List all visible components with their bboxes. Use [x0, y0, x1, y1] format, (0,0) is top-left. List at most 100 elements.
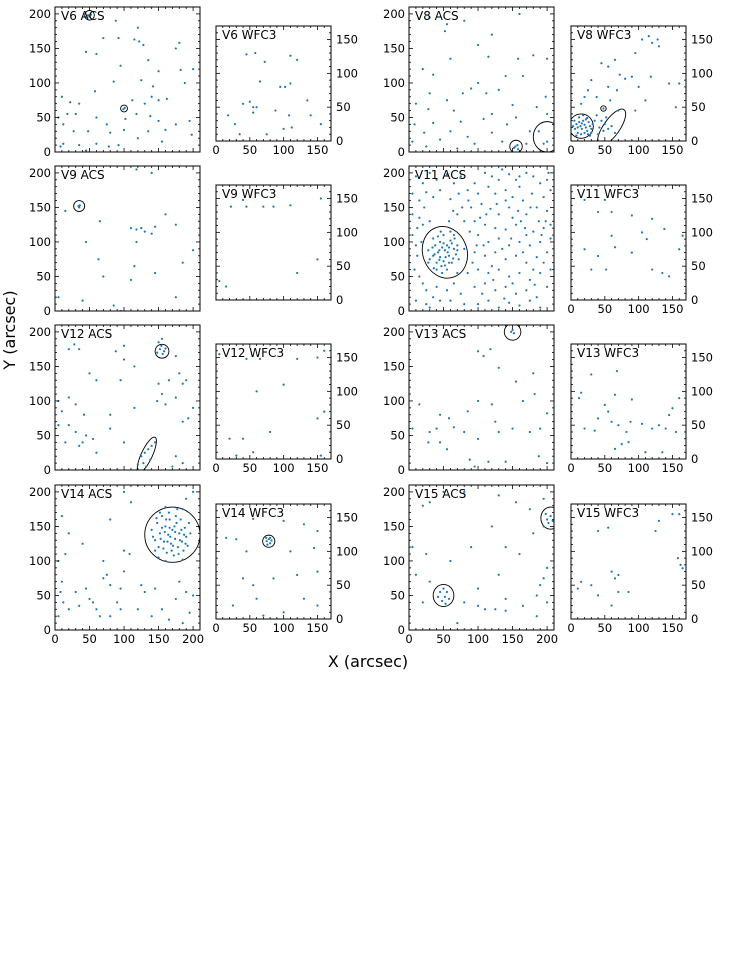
star-point [438, 441, 442, 444]
star-point [267, 538, 270, 541]
star-point [674, 106, 677, 109]
y-tick-label: 150 [29, 200, 51, 214]
star-point [483, 282, 487, 285]
star-point [657, 45, 661, 48]
star-point [74, 403, 77, 406]
panel-v15-wfc3: 0 50 100 150 0 50 100 150 V15 WFC3 [567, 503, 713, 635]
star-point [497, 88, 500, 91]
star-point [184, 542, 187, 545]
star-point [149, 458, 152, 461]
star-point [117, 143, 120, 147]
star-point [150, 444, 153, 447]
star-point [181, 508, 184, 511]
y-axis-label: Y (arcsec) [0, 290, 19, 370]
star-point [476, 192, 480, 195]
star-point [102, 577, 105, 580]
star-point [255, 106, 258, 109]
star-point [436, 251, 440, 254]
panel-v6-wfc3: 0 50 100 150 0 50 100 150 V6 WFC3 [212, 25, 358, 157]
star-point [583, 131, 586, 134]
star-point [140, 79, 143, 82]
star-point [617, 590, 620, 594]
star-point [423, 131, 426, 134]
star-point [449, 299, 452, 302]
panel-title: V8 WFC3 [577, 28, 631, 42]
star-point [436, 235, 440, 238]
star-point [542, 227, 545, 230]
x-tick-label: 150 [661, 302, 683, 316]
star-point [521, 604, 525, 607]
star-point [78, 206, 81, 209]
star-point [596, 594, 600, 597]
star-point [473, 220, 476, 223]
y-tick-label: 100 [691, 544, 713, 558]
star-point [289, 550, 292, 553]
star-point [539, 306, 542, 309]
star-point [411, 140, 414, 143]
star-point [586, 116, 589, 120]
y-tick-label: 150 [691, 33, 713, 47]
y-tick-label: 0 [398, 304, 405, 318]
star-point [164, 505, 167, 509]
star-point [435, 178, 438, 181]
star-point [532, 268, 535, 271]
y-tick-label: 50 [36, 588, 51, 602]
star-point [596, 417, 600, 420]
star-point [135, 240, 138, 244]
star-point [537, 455, 540, 458]
star-point [179, 518, 182, 521]
star-point [296, 573, 299, 577]
star-point [82, 413, 86, 416]
star-point [168, 518, 171, 521]
star-point [418, 403, 421, 406]
star-point [476, 43, 480, 47]
star-point [421, 68, 424, 71]
star-point [142, 43, 145, 47]
star-point [489, 207, 492, 210]
star-point [164, 347, 167, 350]
star-point [456, 244, 459, 247]
star-point [438, 240, 442, 244]
star-point [545, 518, 549, 521]
region-ellipse [509, 139, 523, 152]
panel-title: V13 ACS [415, 327, 466, 341]
star-point [457, 192, 460, 195]
star-point [545, 178, 549, 181]
x-tick-label: 100 [467, 632, 489, 646]
star-point [160, 392, 164, 396]
star-point [607, 65, 610, 68]
star-point [151, 85, 155, 88]
star-point [576, 587, 579, 590]
region-ellipse [503, 325, 522, 341]
star-point [610, 420, 613, 423]
y-tick-label: 100 [383, 76, 405, 90]
panel-v12-wfc3: 0 50 100 150 0 50 100 150 V12 WFC3 [212, 343, 358, 475]
star-point [78, 143, 81, 147]
star-point [518, 185, 521, 188]
star-point [497, 268, 500, 271]
star-point [549, 223, 552, 226]
star-point [613, 447, 617, 450]
star-point [453, 237, 456, 240]
star-point [678, 513, 681, 516]
star-point [504, 609, 507, 612]
star-point [161, 352, 164, 356]
star-point [154, 441, 157, 444]
panel-frame [570, 25, 687, 142]
star-point [602, 129, 605, 132]
star-point [167, 618, 171, 621]
star-point [447, 246, 451, 249]
star-point [165, 518, 168, 521]
star-point [476, 587, 480, 590]
x-tick-label: 50 [82, 632, 97, 646]
star-point [476, 302, 480, 306]
star-point [154, 539, 157, 542]
star-point [514, 501, 518, 504]
star-point [151, 535, 155, 538]
star-point [302, 597, 306, 600]
star-point [583, 198, 586, 201]
y-tick-label: 150 [336, 511, 358, 525]
star-point [539, 427, 542, 430]
star-point [539, 584, 542, 587]
star-point [235, 538, 238, 541]
